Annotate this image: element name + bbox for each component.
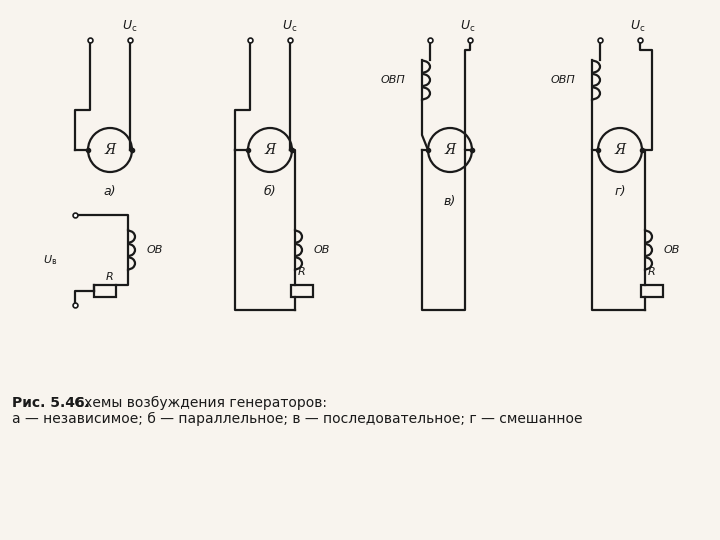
Text: ОВ: ОВ xyxy=(147,245,163,255)
Text: г): г) xyxy=(614,185,626,198)
Bar xyxy=(94,285,116,297)
Text: а — независимое; б — параллельное; в — последовательное; г — смешанное: а — независимое; б — параллельное; в — п… xyxy=(12,412,582,426)
Text: Схемы возбуждения генераторов:: Схемы возбуждения генераторов: xyxy=(70,396,327,410)
Text: ОВ: ОВ xyxy=(664,245,680,255)
Text: Я: Я xyxy=(104,143,116,157)
Bar xyxy=(641,285,663,297)
Text: R: R xyxy=(648,267,656,277)
Text: б): б) xyxy=(264,185,276,198)
Text: $U_\mathrm{c}$: $U_\mathrm{c}$ xyxy=(282,19,297,34)
Text: Я: Я xyxy=(614,143,626,157)
Text: $U_\mathrm{c}$: $U_\mathrm{c}$ xyxy=(122,19,138,34)
Text: в): в) xyxy=(444,195,456,208)
Text: $U_\mathrm{c}$: $U_\mathrm{c}$ xyxy=(630,19,645,34)
Text: R: R xyxy=(298,267,306,277)
Text: Рис. 5.46.: Рис. 5.46. xyxy=(12,396,90,410)
Text: Я: Я xyxy=(444,143,456,157)
Text: R: R xyxy=(106,272,114,282)
Text: а): а) xyxy=(104,185,116,198)
Text: $U_\mathrm{в}$: $U_\mathrm{в}$ xyxy=(42,253,57,267)
Text: ОВ: ОВ xyxy=(314,245,330,255)
Bar xyxy=(291,285,313,297)
Text: Я: Я xyxy=(264,143,276,157)
Text: $U_\mathrm{c}$: $U_\mathrm{c}$ xyxy=(460,19,475,34)
Text: ОВП: ОВП xyxy=(550,75,575,85)
Text: ОВП: ОВП xyxy=(380,75,405,85)
